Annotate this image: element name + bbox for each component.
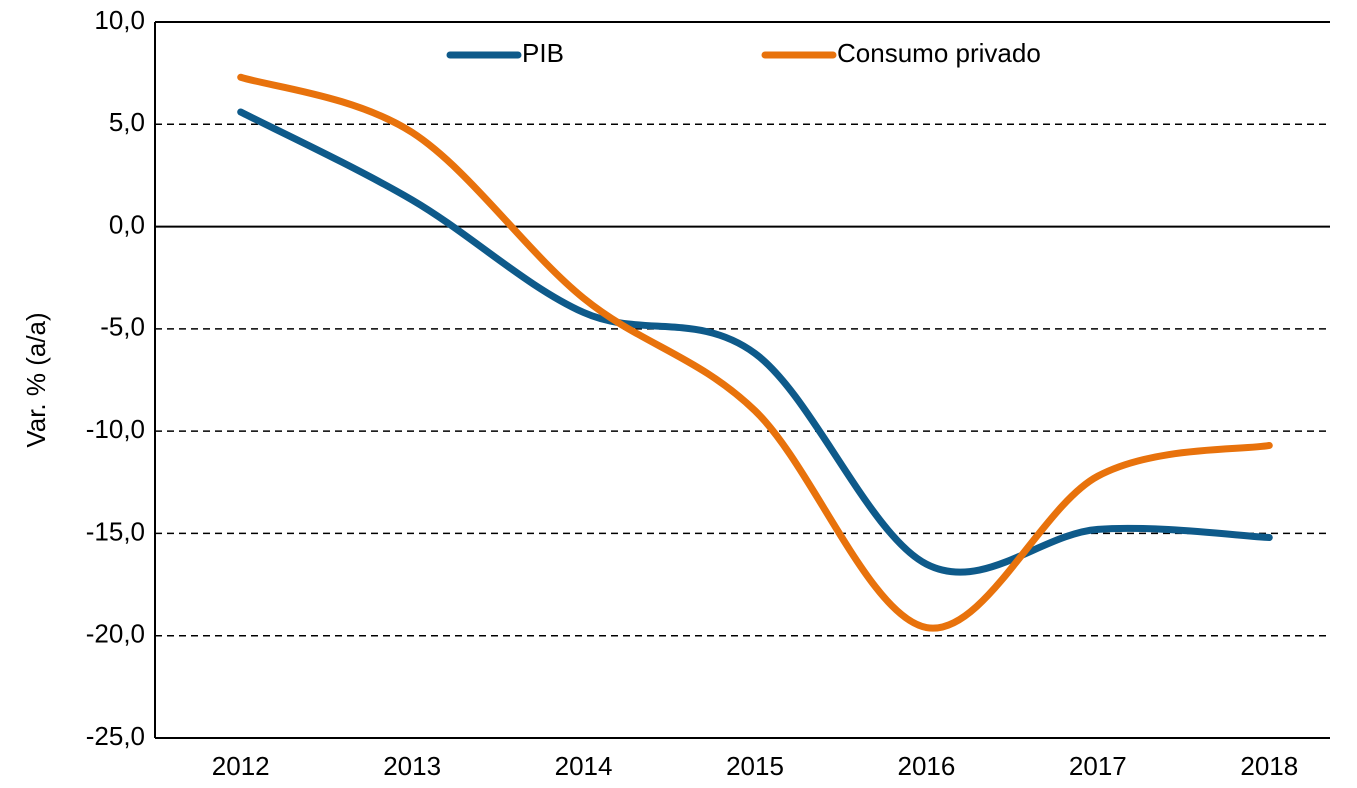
x-tick-label: 2015 [726,751,784,781]
x-tick-label: 2012 [212,751,270,781]
line-series [237,73,1273,632]
y-tick-label: -20,0 [86,619,145,649]
y-axis-label: Var. % (a/a) [21,312,51,447]
y-tick-label: 5,0 [109,107,145,137]
line-series [237,108,1273,576]
x-tick-label: 2016 [898,751,956,781]
legend-label: PIB [522,38,564,68]
y-tick-label: -10,0 [86,414,145,444]
y-tick-label: 10,0 [94,5,145,35]
x-tick-label: 2018 [1240,751,1298,781]
y-tick-label: -5,0 [100,312,145,342]
x-tick-label: 2014 [555,751,613,781]
legend-label: Consumo privado [837,38,1041,68]
y-tick-label: 0,0 [109,209,145,239]
y-tick-label: -15,0 [86,516,145,546]
y-tick-label: -25,0 [86,721,145,751]
x-tick-label: 2017 [1069,751,1127,781]
x-tick-label: 2013 [383,751,441,781]
